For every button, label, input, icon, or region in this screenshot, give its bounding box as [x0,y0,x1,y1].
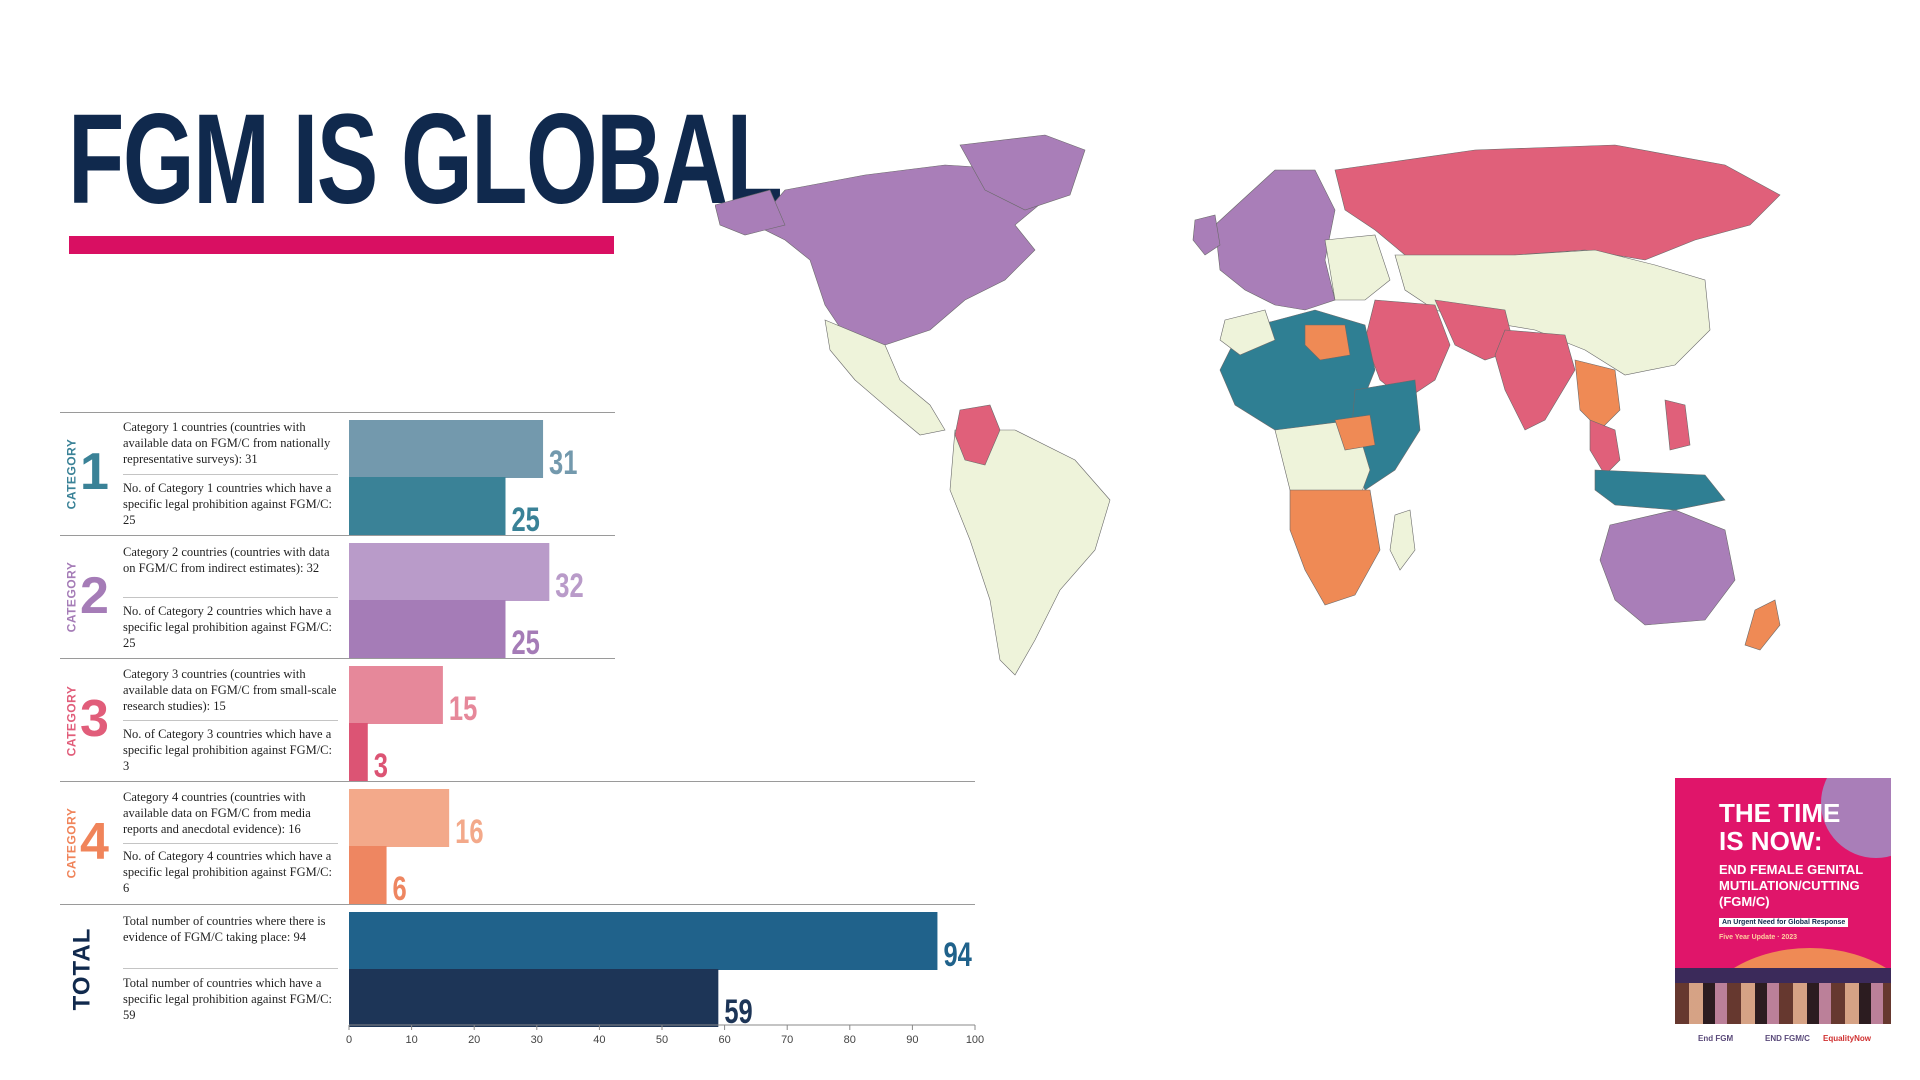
x-tick-label: 10 [405,1034,417,1046]
map-alaska [715,189,786,236]
bar-value-label: 31 [549,445,577,482]
cover-update: Five Year Update · 2023 [1719,934,1798,941]
bar-value-label: 25 [512,625,540,662]
cover-sub-3: (FGM/C) [1719,894,1770,909]
bar-value-label: 6 [393,871,407,908]
logo-end-fgm: End FGM [1698,1034,1734,1043]
category-1-word: CATEGORY [64,438,79,510]
map-russia [1334,144,1781,266]
bar-category-4-s1 [349,789,450,847]
row-rule [60,658,615,659]
category-1-number: 1 [80,443,109,501]
category-2-word: CATEGORY [64,561,79,633]
map-new-zealand [1744,599,1781,651]
row-rule [60,781,975,782]
bar-category-2-s1 [349,543,550,601]
map-philippines [1664,399,1691,451]
category-4-number: 4 [80,813,109,871]
map-greenland [959,134,1086,211]
bar-value-label: 16 [455,814,483,851]
category-3-desc-a: Category 3 countries (countries with ava… [123,667,337,713]
report-cover[interactable]: THE TIME IS NOW: END FEMALE GENITAL MUTI… [1675,778,1891,1024]
map-thailand-malaysia [1589,419,1621,476]
cover-sub-1: END FEMALE GENITAL [1719,862,1864,877]
total-desc-a: Total number of countries where there is… [123,914,326,944]
category-3-word: CATEGORY [64,685,79,757]
x-tick-label: 0 [346,1034,352,1046]
map-eastern-europe [1324,234,1391,301]
cover-tagline: An Urgent Need for Global Response [1719,918,1849,927]
map-south-sudan [1334,414,1376,451]
bar-category-1-s1 [349,420,544,478]
category-4-desc-a: Category 4 countries (countries with ava… [123,790,311,836]
map-colombia [954,404,1001,466]
map-south-america [949,429,1111,676]
bar-category-3-s2 [349,723,368,781]
map-morocco [1219,309,1276,356]
total-desc-b: Total number of countries which have a s… [123,976,332,1022]
x-tick-label: 100 [966,1034,984,1046]
map-libya [1304,324,1351,361]
bar-value-label: 15 [449,691,477,728]
desc-separator [123,968,338,969]
logo-end-fgmc: END FGM/C [1765,1034,1810,1043]
category-1-desc-a: Category 1 countries (countries with ava… [123,420,331,466]
cover-sub-2: MUTILATION/CUTTING [1719,878,1860,893]
cover-headline-1: THE TIME [1719,798,1841,828]
category-2-number: 2 [80,567,109,625]
category-1-desc-b: No. of Category 1 countries which have a… [123,481,332,527]
map-australia [1599,509,1736,626]
desc-separator [123,597,338,598]
desc-separator [123,843,338,844]
map-madagascar [1389,509,1416,571]
row-rule [60,904,975,905]
x-tick-label: 40 [593,1034,605,1046]
category-4-word: CATEGORY [64,807,79,879]
x-tick-label: 30 [531,1034,543,1046]
category-3-number: 3 [80,690,109,748]
x-tick-label: 20 [468,1034,480,1046]
map-southeast-asia [1574,359,1621,431]
row-rule [60,535,615,536]
page-title: FGM IS GLOBAL [68,88,783,231]
category-2-desc-a: Category 2 countries (countries with dat… [123,545,330,575]
bar-category-4-s2 [349,846,387,904]
bar-value-label: 32 [555,568,583,605]
bar-total-s2 [349,969,719,1027]
x-tick-label: 60 [718,1034,730,1046]
logo-equality-now: EqualityNow [1823,1034,1872,1043]
world-map [715,134,1781,676]
desc-separator [123,720,338,721]
x-tick-label: 70 [781,1034,793,1046]
x-tick-label: 50 [656,1034,668,1046]
category-3-desc-b: No. of Category 3 countries which have a… [123,727,332,773]
category-4-desc-b: No. of Category 4 countries which have a… [123,849,332,895]
x-tick-label: 90 [906,1034,918,1046]
map-uk [1192,214,1221,256]
bar-category-2-s2 [349,600,506,658]
map-southern-africa [1289,489,1381,606]
x-tick-label: 80 [844,1034,856,1046]
bar-value-label: 25 [512,502,540,539]
cover-headline-2: IS NOW: [1719,826,1823,856]
total-label: TOTAL [68,927,96,1011]
bar-category-1-s2 [349,477,506,535]
category-2-desc-b: No. of Category 2 countries which have a… [123,604,332,650]
bar-total-s1 [349,912,938,970]
desc-separator [123,474,338,475]
map-india [1494,329,1576,431]
bar-value-label: 94 [943,937,972,974]
bar-value-label: 3 [374,748,388,785]
map-mexico [824,319,946,436]
title-underline [69,236,614,254]
row-rule [60,412,615,413]
cover-figures [1675,983,1891,1024]
bar-category-3-s1 [349,666,443,724]
